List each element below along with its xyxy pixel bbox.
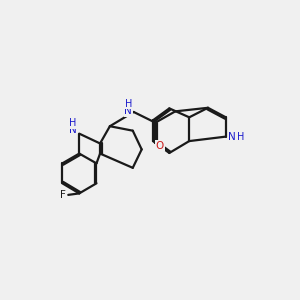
Text: N: N [229, 132, 236, 142]
Text: N: N [124, 106, 132, 116]
Text: H: H [69, 118, 76, 128]
Text: H: H [124, 99, 132, 109]
Text: F: F [60, 190, 66, 200]
Text: H: H [237, 132, 244, 142]
Text: N: N [69, 125, 76, 135]
Text: O: O [156, 140, 164, 151]
